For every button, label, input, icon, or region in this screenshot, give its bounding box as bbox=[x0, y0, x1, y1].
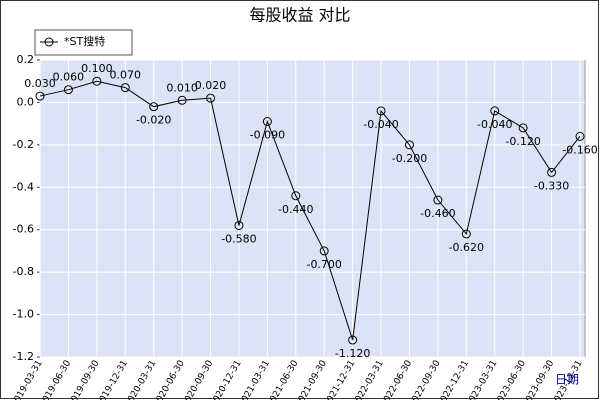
y-tick-label: -0.4 bbox=[13, 180, 34, 193]
series-line bbox=[39, 80, 581, 341]
value-label: -1.120 bbox=[335, 347, 370, 360]
point bbox=[149, 102, 159, 112]
value-label: 0.100 bbox=[81, 62, 113, 75]
y-tick-label: -0.6 bbox=[13, 223, 34, 236]
point bbox=[291, 191, 301, 201]
y-tick-label: -0.8 bbox=[13, 265, 34, 278]
value-label: 0.070 bbox=[110, 69, 142, 82]
legend-label: *ST搜特 bbox=[64, 34, 105, 48]
chart-title: 每股收益 对比 bbox=[249, 6, 350, 25]
legend-box bbox=[34, 29, 133, 56]
value-label: -0.460 bbox=[420, 207, 455, 220]
point bbox=[348, 335, 358, 345]
plot-area bbox=[39, 59, 586, 358]
value-label: -0.330 bbox=[534, 179, 569, 192]
point bbox=[234, 220, 244, 230]
point bbox=[206, 93, 216, 103]
point bbox=[35, 91, 45, 101]
value-label: -0.040 bbox=[363, 118, 398, 131]
value-label: -0.020 bbox=[136, 114, 171, 127]
legend-marker bbox=[44, 37, 54, 47]
legend: *ST搜特 bbox=[34, 29, 133, 56]
y-tick-label: -1.0 bbox=[13, 308, 34, 321]
point bbox=[433, 195, 443, 205]
point bbox=[262, 117, 272, 127]
point bbox=[518, 123, 528, 133]
point bbox=[63, 85, 73, 95]
y-tick-label: 0.2 bbox=[17, 53, 35, 66]
point bbox=[177, 95, 187, 105]
value-label: 0.020 bbox=[195, 79, 227, 92]
y-tick-label: -0.2 bbox=[13, 138, 34, 151]
value-label: 0.030 bbox=[24, 77, 56, 90]
point bbox=[547, 167, 557, 177]
point bbox=[575, 131, 585, 141]
value-label: -0.200 bbox=[392, 152, 427, 165]
value-label: -0.040 bbox=[477, 118, 512, 131]
value-label: -0.160 bbox=[562, 143, 597, 156]
point bbox=[461, 229, 471, 239]
y-tick-label: 0.0 bbox=[17, 95, 35, 108]
value-label: -0.700 bbox=[306, 258, 341, 271]
y-tick-label: -1.2 bbox=[13, 350, 34, 363]
point bbox=[376, 106, 386, 116]
x-axis-label: 日期 bbox=[555, 373, 579, 387]
value-label: -0.120 bbox=[505, 135, 540, 148]
value-label: -0.090 bbox=[250, 129, 285, 142]
point bbox=[92, 76, 102, 86]
point bbox=[120, 83, 130, 93]
point bbox=[319, 246, 329, 256]
value-label: -0.580 bbox=[221, 232, 256, 245]
value-label: 0.010 bbox=[166, 81, 198, 94]
point bbox=[490, 106, 500, 116]
value-label: -0.620 bbox=[449, 241, 484, 254]
point bbox=[404, 140, 414, 150]
value-label: -0.440 bbox=[278, 203, 313, 216]
value-label: 0.060 bbox=[53, 71, 85, 84]
